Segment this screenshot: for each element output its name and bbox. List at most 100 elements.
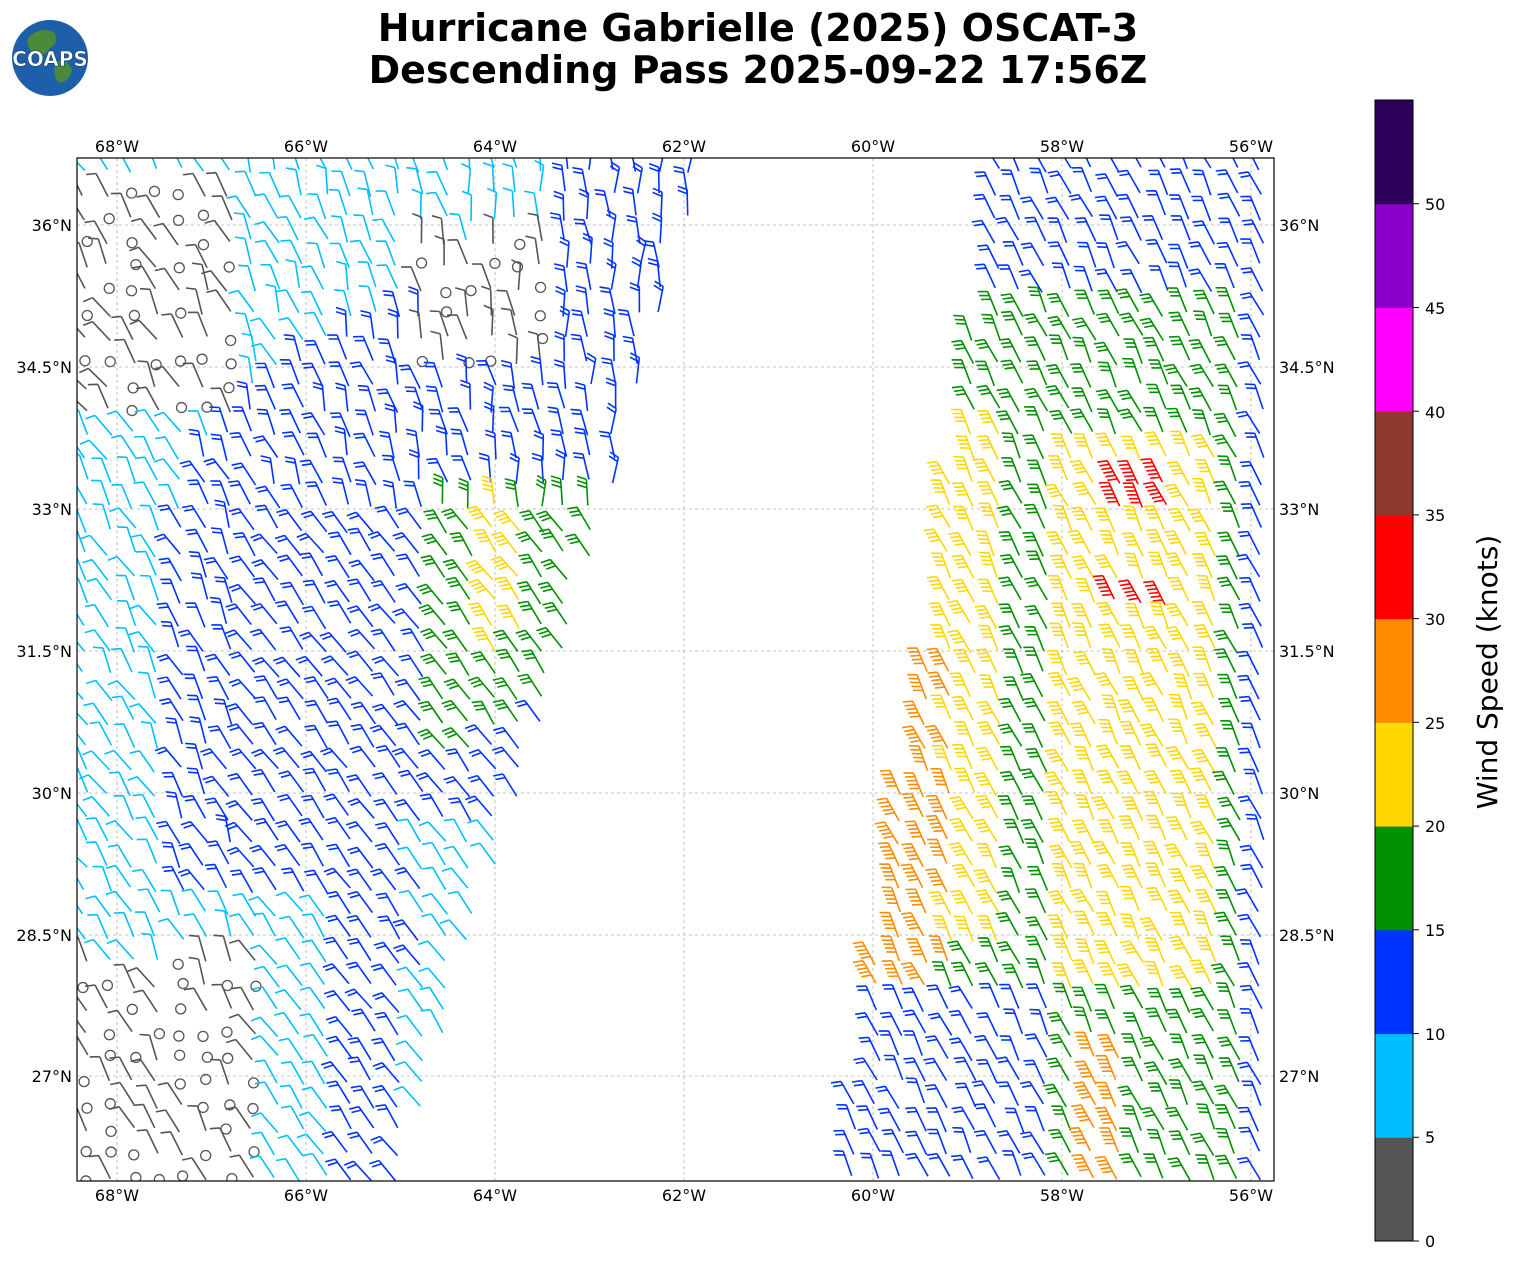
wind-barb [1217,673,1238,700]
wind-barb [1168,243,1189,269]
wind-barb [1071,166,1093,193]
lon-label-bottom: 62°W [662,1186,706,1205]
wind-barb [948,985,973,1009]
wind-barb [653,280,664,313]
wind-barb [1095,1106,1118,1132]
calm-wind-circle [103,213,115,225]
wind-barb [1144,431,1167,456]
wind-barb [420,554,446,578]
wind-barb [357,261,377,288]
wind-barb [375,190,396,216]
wind-barb [1027,286,1047,313]
wind-barb [538,528,564,552]
wind-barb [133,435,156,461]
wind-barb [249,944,278,966]
wind-barb [187,1105,207,1131]
wind-barb [1239,576,1261,602]
wind-barb [852,941,876,966]
wind-barb [447,407,469,433]
wind-barb [229,939,256,961]
wind-barb [1168,1079,1189,1105]
wind-barb [1167,889,1191,914]
wind-barb [347,846,374,869]
wind-barb [447,890,473,914]
wind-barb [161,865,185,891]
wind-barb [1024,406,1045,432]
wind-barb [1096,911,1118,937]
wind-barb [114,338,136,364]
wind-barb [115,627,136,653]
wind-barb [473,528,497,553]
wind-barb [880,935,901,962]
wind-barb [325,555,350,579]
wind-barb [622,186,637,216]
wind-barb [1238,171,1262,195]
wind-barb [954,1082,977,1108]
wind-barb [449,532,473,557]
wind-barb [305,481,328,506]
wind-barb [398,654,424,678]
wind-barb [420,628,448,649]
wind-barb [1215,1154,1238,1180]
wind-barb [853,1057,878,1081]
wind-barb [421,913,447,937]
wind-barb [307,193,327,220]
wind-barb [328,188,348,216]
calm-wind-circle [103,1029,116,1041]
wind-barb [1024,1106,1045,1132]
wind-barb [486,187,498,219]
wind-barb [925,814,948,840]
wind-barb [971,1080,996,1104]
wind-barb [1216,982,1236,1009]
wind-barb [1044,771,1069,795]
wind-barb [154,267,180,291]
wind-barb [331,477,350,505]
wind-barb [476,360,497,386]
wind-barb [77,556,87,581]
wind-barb [106,410,134,432]
calm-wind-circle [514,238,526,251]
wind-barb [253,817,279,841]
wind-barb [491,531,518,554]
calm-wind-circle [175,307,187,319]
wind-barb [1020,672,1044,698]
wind-barb [930,623,951,650]
wind-barb [554,330,566,362]
wind-barb [1145,862,1167,888]
wind-barb [353,335,374,361]
calm-wind-circle [174,1078,186,1090]
wind-barb [325,914,351,937]
wind-barb [931,552,952,578]
wind-barb [250,797,275,822]
wind-barb [151,158,158,169]
wind-barb [1244,432,1265,458]
wind-barb [425,385,444,413]
wind-barb [371,1037,396,1062]
wind-barb [998,603,1020,629]
wind-barb [204,219,231,242]
wind-barb [1218,1057,1240,1083]
wind-barb [1068,1126,1092,1152]
wind-barb [136,386,160,411]
wind-barb [879,911,900,938]
wind-barb [206,676,230,701]
wind-barb [998,480,1023,504]
wind-barb [973,868,997,893]
wind-barb [492,629,519,652]
wind-barb [953,915,974,942]
wind-barb [977,290,999,316]
wind-barb [1238,480,1261,506]
wind-barb [209,596,228,625]
wind-barb [928,602,951,627]
wind-barb [923,528,948,552]
wind-barb [158,483,180,509]
wind-barb [77,577,89,604]
wind-barb [160,578,181,604]
wind-barb [879,1011,903,1037]
wind-barb [1021,1152,1046,1176]
wind-barb [1001,457,1022,483]
wind-barb [1146,1128,1167,1155]
colorbar-bin [1375,514,1413,620]
wind-barb [277,793,303,817]
wind-barb [84,220,108,245]
